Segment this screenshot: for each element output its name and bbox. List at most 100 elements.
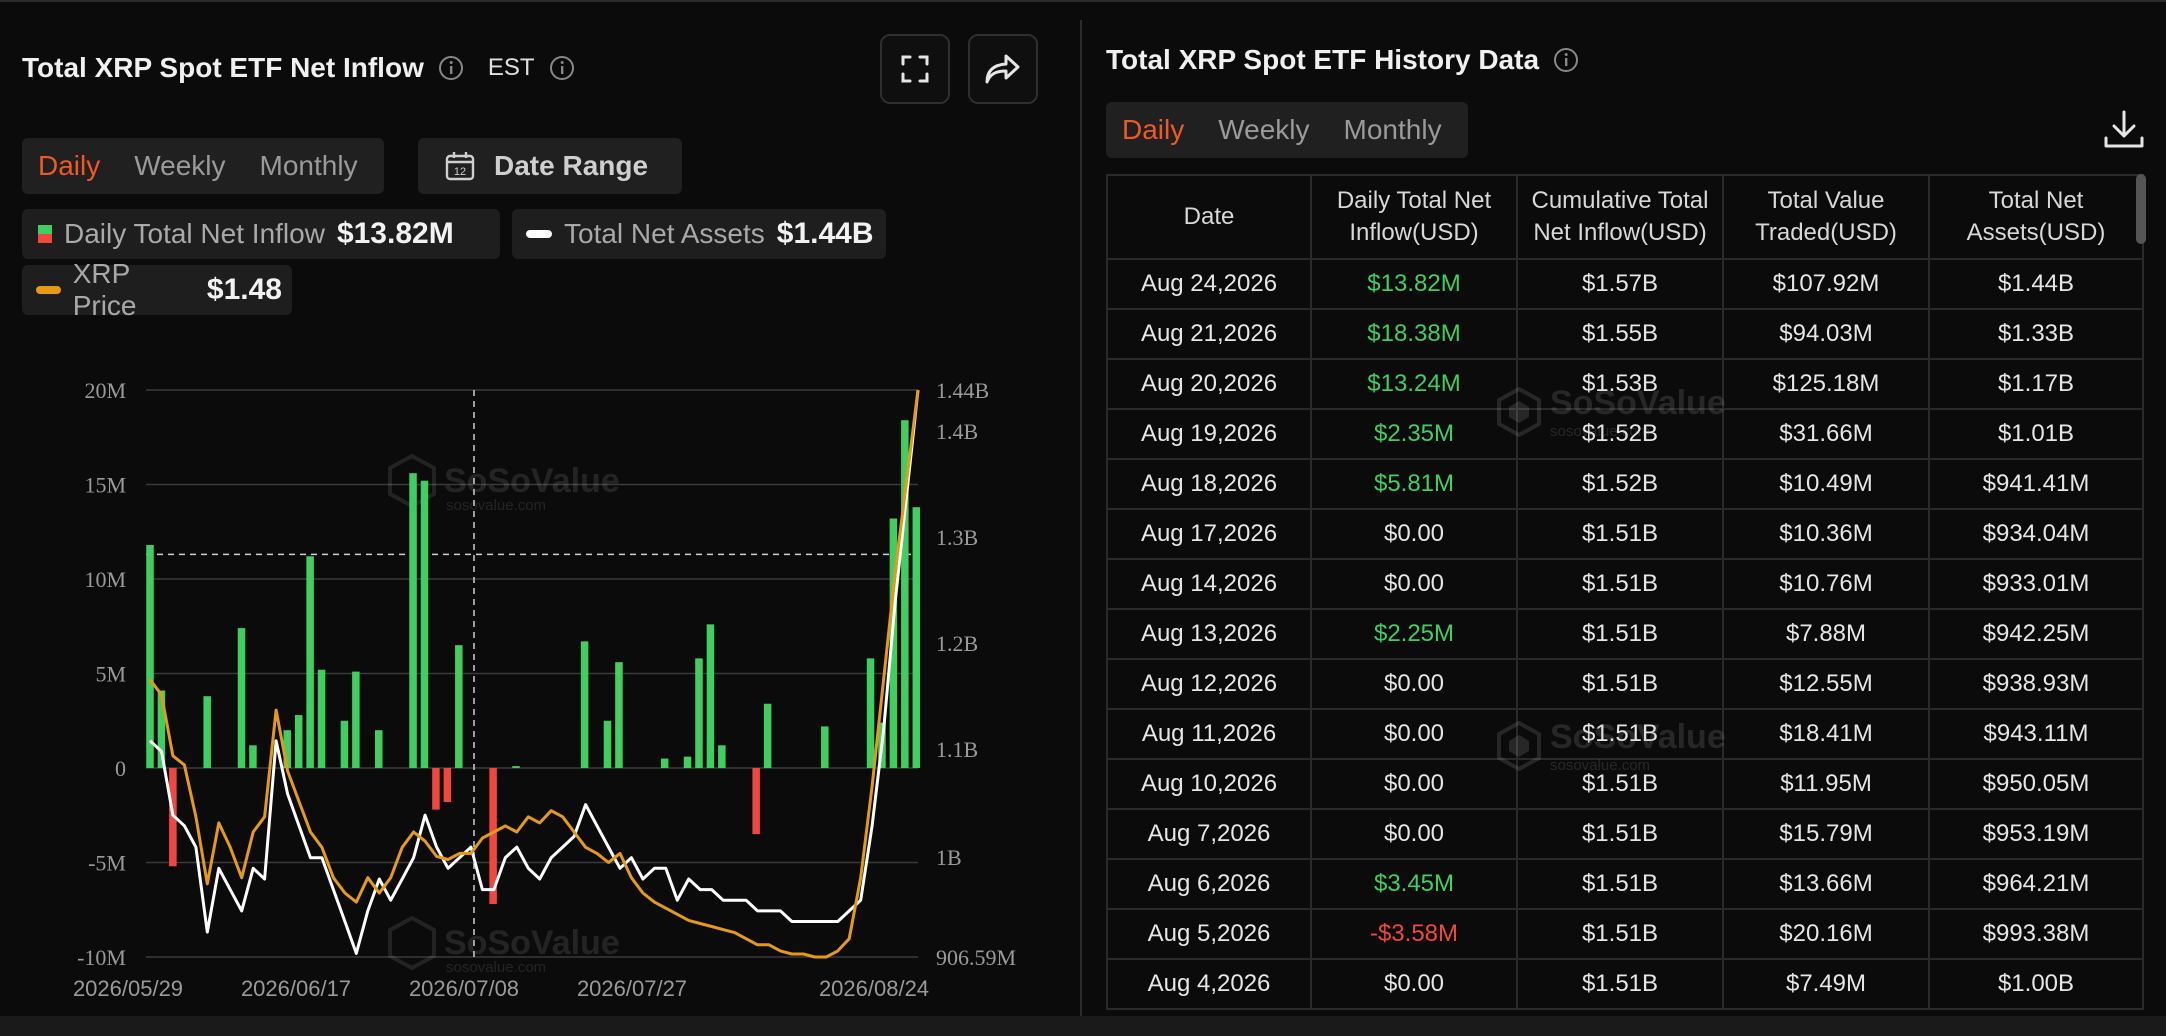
cell-net-assets: $941.41M (1929, 459, 2144, 510)
share-button[interactable] (968, 34, 1038, 104)
col-daily-inflow[interactable]: Daily Total Net Inflow(USD) (1310, 174, 1518, 260)
cell-value-traded: $13.66M (1723, 859, 1930, 910)
cell-date: Aug 4,2026 (1106, 959, 1312, 1010)
history-tab-weekly[interactable]: Weekly (1218, 114, 1310, 145)
download-icon[interactable] (2102, 108, 2146, 152)
date-range-button[interactable]: 12 Date Range (418, 138, 682, 194)
cell-date: Aug 5,2026 (1106, 909, 1312, 960)
inflow-bar (901, 420, 909, 768)
right-axis-tick: 1B (936, 845, 962, 870)
table-scrollbar[interactable] (2136, 174, 2146, 244)
cell-cumulative-inflow: $1.51B (1517, 509, 1724, 560)
cell-daily-inflow: $18.38M (1311, 309, 1518, 360)
cell-daily-inflow: $0.00 (1311, 509, 1518, 560)
cell-value-traded: $7.49M (1723, 959, 1930, 1010)
tab-daily[interactable]: Daily (38, 150, 101, 181)
cell-net-assets: $942.25M (1929, 609, 2144, 660)
col-value-traded[interactable]: Total Value Traded(USD) (1722, 174, 1930, 260)
cell-daily-inflow: $0.00 (1311, 559, 1518, 610)
left-axis-tick: 15M (84, 473, 126, 498)
inflow-bar (752, 768, 760, 835)
cell-cumulative-inflow: $1.52B (1517, 459, 1724, 510)
net-inflow-panel: Total XRP Spot ETF Net Inflow EST Daily … (0, 0, 1080, 1036)
table-row[interactable]: Aug 12,2026 $0.00 $1.51B $12.55M $938.93M (1106, 659, 2144, 710)
inflow-bar (912, 507, 921, 768)
cell-date: Aug 10,2026 (1106, 759, 1312, 810)
table-row[interactable]: Aug 21,2026 $18.38M $1.55B $94.03M $1.33B (1106, 309, 2144, 360)
legend-price-value: $1.48 (206, 273, 282, 306)
inflow-chart[interactable]: 20M 15M 10M 5M 0 -5M -10M 1.44B 1.4B 1.3B 1.2B 1.1B… (0, 360, 1078, 1006)
col-net-assets[interactable]: Total Net Assets(USD) (1928, 174, 2144, 260)
info-icon[interactable] (438, 55, 464, 81)
legend-total-assets[interactable]: Total Net Assets $1.44B (512, 209, 886, 259)
history-table: Date Daily Total Net Inflow(USD) Cumulat… (1106, 174, 2144, 1010)
history-tab-daily[interactable]: Daily (1122, 114, 1185, 145)
right-axis-tick: 1.3B (936, 525, 978, 550)
table-row[interactable]: Aug 6,2026 $3.45M $1.51B $13.66M $964.21M (1106, 859, 2144, 910)
table-row[interactable]: Aug 7,2026 $0.00 $1.51B $15.79M $953.19M (1106, 809, 2144, 860)
share-icon (985, 54, 1020, 84)
table-row[interactable]: Aug 5,2026 -$3.58M $1.51B $20.16M $993.38M (1106, 909, 2144, 960)
inflow-bar (866, 658, 875, 768)
left-axis-tick: 10M (84, 567, 126, 592)
cell-cumulative-inflow: $1.51B (1517, 809, 1724, 860)
inflow-bar (489, 768, 497, 905)
inflow-bar (374, 730, 383, 768)
cell-value-traded: $7.88M (1723, 609, 1930, 660)
history-tab-monthly[interactable]: Monthly (1343, 114, 1442, 145)
cell-cumulative-inflow: $1.51B (1517, 609, 1724, 660)
cell-net-assets: $964.21M (1929, 859, 2144, 910)
inflow-bar (660, 758, 669, 768)
inflow-bar (352, 671, 360, 768)
cell-cumulative-inflow: $1.51B (1517, 859, 1724, 910)
right-axis-tick: 1.4B (936, 419, 978, 444)
tab-monthly[interactable]: Monthly (259, 150, 358, 181)
x-axis-tick: 2026/07/27 (577, 976, 687, 1001)
cell-value-traded: $10.36M (1723, 509, 1930, 560)
cell-cumulative-inflow: $1.51B (1517, 709, 1724, 760)
history-info-icon[interactable] (1553, 47, 1579, 73)
table-row[interactable]: Aug 18,2026 $5.81M $1.52B $10.49M $941.41M (1106, 459, 2144, 510)
table-row[interactable]: Aug 11,2026 $0.00 $1.51B $18.41M $943.11M (1106, 709, 2144, 760)
table-row[interactable]: Aug 20,2026 $13.24M $1.53B $125.18M $1.17B (1106, 359, 2144, 410)
table-row[interactable]: Aug 19,2026 $2.35M $1.52B $31.66M $1.01B (1106, 409, 2144, 460)
table-row[interactable]: Aug 13,2026 $2.25M $1.51B $7.88M $942.25M (1106, 609, 2144, 660)
calendar-icon: 12 (445, 152, 475, 181)
cell-net-assets: $1.01B (1929, 409, 2144, 460)
history-title-row: Total XRP Spot ETF History Data (1106, 44, 1579, 76)
chart-watermark-url: sosovalue.com (446, 497, 546, 514)
table-row[interactable]: Aug 14,2026 $0.00 $1.51B $10.76M $933.01M (1106, 559, 2144, 610)
tab-weekly[interactable]: Weekly (134, 150, 226, 181)
inflow-bar (695, 658, 703, 768)
table-row[interactable]: Aug 17,2026 $0.00 $1.51B $10.36M $934.04M (1106, 509, 2144, 560)
inflow-bar (615, 662, 623, 768)
inflow-bar (409, 473, 417, 768)
legend-inflow-value: $13.82M (336, 217, 454, 250)
right-axis-tick: 1.2B (936, 631, 978, 656)
fullscreen-button[interactable] (880, 34, 950, 104)
cell-daily-inflow: $0.00 (1311, 709, 1518, 760)
top-border (0, 0, 2166, 2)
left-axis-tick: -5M (88, 851, 126, 876)
table-row[interactable]: Aug 24,2026 $13.82M $1.57B $107.92M $1.44B (1106, 259, 2144, 310)
table-header-row: Date Daily Total Net Inflow(USD) Cumulat… (1106, 174, 2144, 260)
cell-date: Aug 18,2026 (1106, 459, 1312, 510)
right-axis-tick: 1.44B (936, 378, 989, 403)
cell-net-assets: $950.05M (1929, 759, 2144, 810)
table-row[interactable]: Aug 10,2026 $0.00 $1.51B $11.95M $950.05M (1106, 759, 2144, 810)
cell-daily-inflow: $2.35M (1311, 409, 1518, 460)
table-row[interactable]: Aug 4,2026 $0.00 $1.51B $7.49M $1.00B (1106, 959, 2144, 1010)
inflow-bar (683, 756, 692, 768)
cell-value-traded: $31.66M (1723, 409, 1930, 460)
inflow-bar (340, 720, 349, 768)
cell-value-traded: $20.16M (1723, 909, 1930, 960)
timezone-info-icon[interactable] (549, 55, 575, 81)
legend-xrp-price[interactable]: XRP Price $1.48 (22, 258, 292, 321)
col-date[interactable]: Date (1106, 174, 1312, 260)
cell-net-assets: $938.93M (1929, 659, 2144, 710)
panel-divider (1080, 20, 1082, 1020)
col-cumulative-inflow[interactable]: Cumulative Total Net Inflow(USD) (1516, 174, 1724, 260)
cell-value-traded: $10.49M (1723, 459, 1930, 510)
legend-daily-inflow[interactable]: Daily Total Net Inflow $13.82M (22, 209, 500, 259)
chart-watermark-name: SoSoValue (444, 462, 620, 500)
